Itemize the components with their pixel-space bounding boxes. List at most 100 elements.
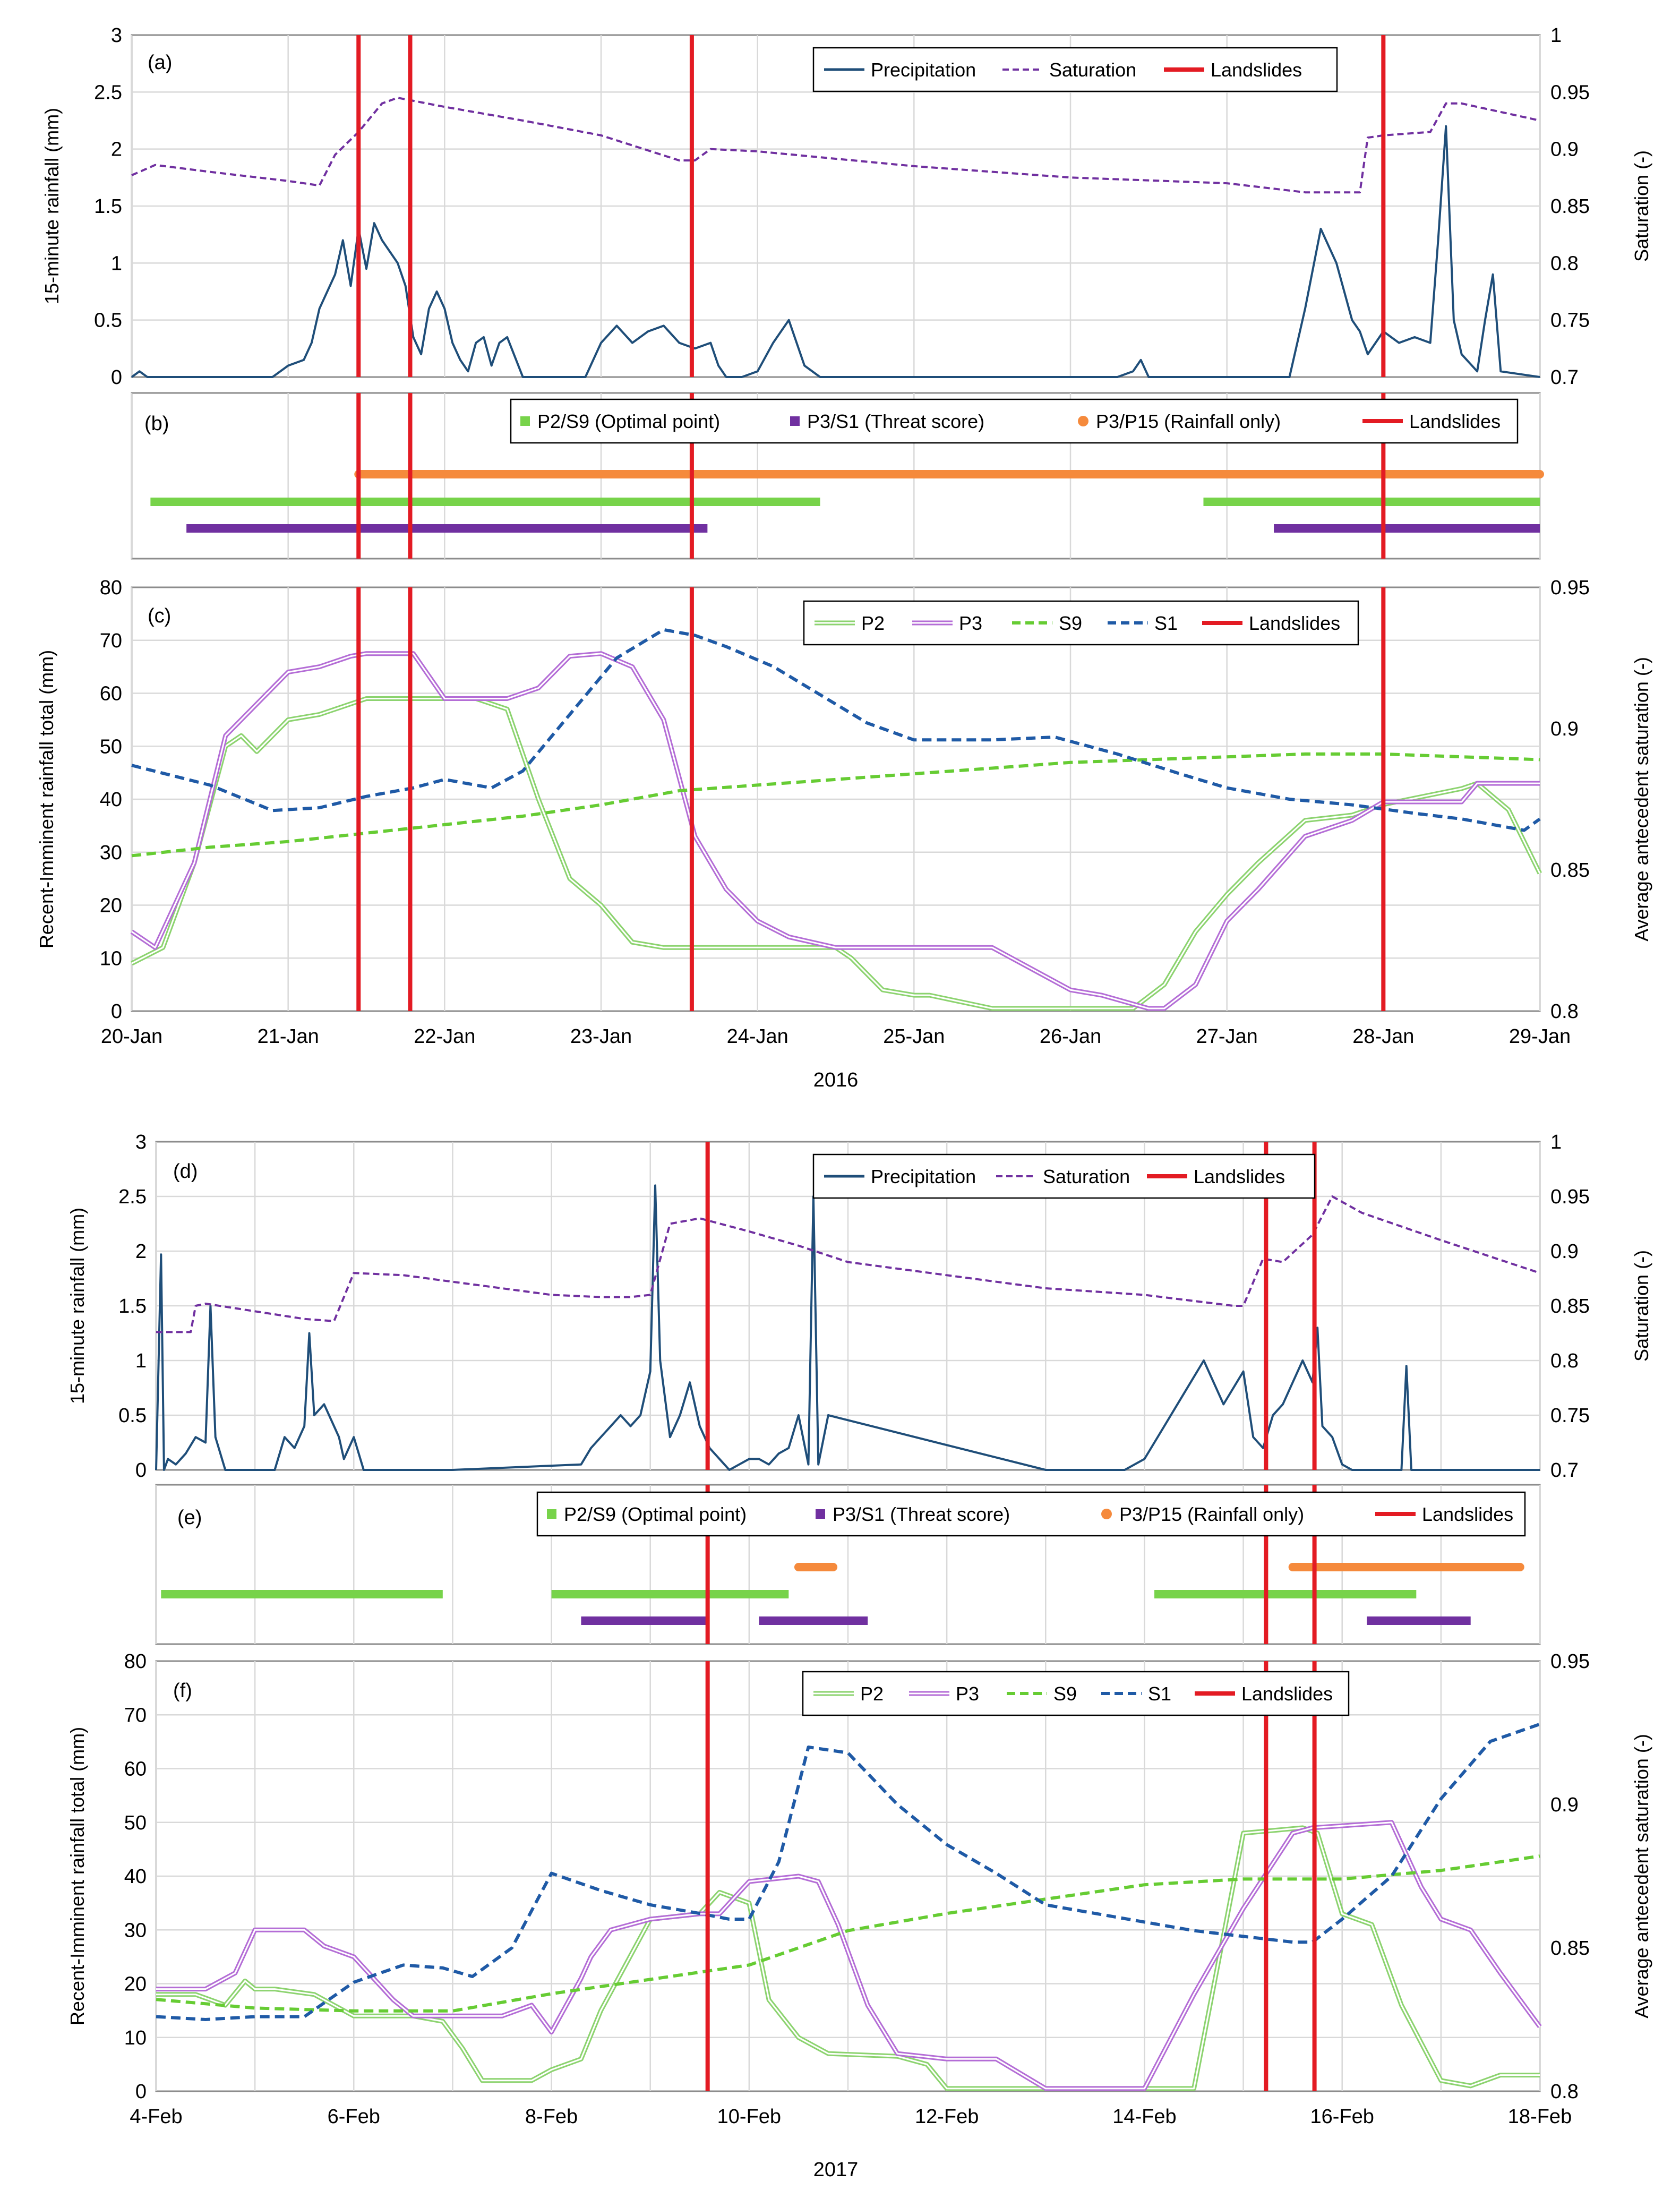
panel-f-rainfall-saturation-totals: 0 10 20 30 40 50 60 70 80 0.8 0.85 0.9 0.95 4-Feb 6-Fe…: [66, 1650, 1652, 2181]
legend-box-f: [802, 1671, 1350, 1716]
y-tick-label-c-1: 10: [100, 947, 122, 970]
y2-tick-label-c-2: 0.9: [1550, 718, 1579, 740]
y-tick-label-f-5: 50: [124, 1812, 147, 1834]
legend-p3s1-label-e: P3/S1 (Threat score): [833, 1503, 1010, 1525]
y2-tick-label-f-2: 0.9: [1550, 1794, 1579, 1816]
x-tick-label-c-1: 21-Jan: [258, 1025, 319, 1048]
legend-p3-label-f: P3: [956, 1683, 979, 1705]
panel-label-f: (f): [173, 1680, 192, 1702]
y-tick-label-a-0: 0: [111, 366, 122, 389]
y2-tick-label-d-3: 0.85: [1550, 1295, 1590, 1318]
y-tick-label-a-6: 3: [111, 24, 122, 47]
legend-f: P2 P3 S9 S1 Landslides: [802, 1671, 1350, 1716]
legend-landslide-label-b: Landslides: [1409, 410, 1501, 432]
series-line-c-s9: [131, 752, 1540, 858]
legend-p2s9-label-b: P2/S9 (Optimal point): [537, 410, 720, 432]
x-tick-label-f-3: 10-Feb: [717, 2106, 781, 2128]
y-tick-label-c-7: 70: [100, 630, 122, 652]
y-tick-label-f-6: 60: [124, 1758, 147, 1781]
y-tick-label-c-8: 80: [100, 577, 122, 599]
x-tick-label-f-4: 12-Feb: [915, 2106, 979, 2128]
x-tick-label-c-8: 28-Jan: [1352, 1025, 1414, 1048]
grid-d: 0 0.5 1 1.5 2 2.5 3 0.7 0.75 0.8 0.85 0.9 0.95 1: [118, 1131, 1590, 1482]
y-tick-label-d-5: 2.5: [118, 1186, 147, 1208]
legend-p3p15-label-e: P3/P15 (Rainfall only): [1119, 1503, 1304, 1525]
y-tick-label-d-1: 0.5: [118, 1405, 147, 1427]
y-tick-label-d-2: 1: [135, 1350, 147, 1372]
x-tick-label-c-0: 20-Jan: [101, 1025, 162, 1048]
y2-tick-label-f-0: 0.8: [1550, 2081, 1579, 2103]
y-tick-label-f-8: 80: [124, 1650, 147, 1673]
legend-box-c: [803, 600, 1359, 646]
legend-sat-label-d: Saturation: [1043, 1166, 1130, 1187]
x-tick-label-f-6: 16-Feb: [1310, 2106, 1374, 2128]
y2-tick-label-d-2: 0.8: [1550, 1350, 1579, 1372]
legend-s9-label-c: S9: [1059, 612, 1082, 634]
y-tick-label-d-3: 1.5: [118, 1295, 147, 1318]
panel-label-a: (a): [148, 52, 172, 74]
legend-landslide-label-e: Landslides: [1422, 1503, 1513, 1525]
legend-p3-label-c: P3: [959, 612, 982, 634]
legend-landslide-label-d: Landslides: [1194, 1166, 1285, 1187]
y2-tick-label-d-0: 0.7: [1550, 1459, 1579, 1482]
y2-axis-title-a: Saturation (-): [1631, 150, 1652, 262]
series-line-a-precipitation: [131, 125, 1540, 378]
legend-p2-label-f: P2: [860, 1683, 884, 1705]
y2-tick-label-a-1: 0.75: [1550, 310, 1590, 332]
legend-landslide-label-c: Landslides: [1249, 612, 1340, 634]
legend-b: P2/S9 (Optimal point) P3/S1 (Threat scor…: [510, 398, 1519, 444]
legend-p3p15-swatch-e: [1101, 1509, 1112, 1519]
legend-c: P2 P3 S9 S1 Landslides: [803, 600, 1359, 646]
x-tick-label-f-7: 18-Feb: [1508, 2106, 1572, 2128]
y-tick-label-f-1: 10: [124, 2027, 147, 2049]
grid-c: 0 10 20 30 40 50 60 70 80 0.8 0.85 0.9 0.95 20-Jan 21-…: [100, 577, 1590, 1048]
y-tick-label-a-5: 2.5: [94, 81, 122, 104]
x-tick-label-c-4: 24-Jan: [727, 1025, 788, 1048]
x-tick-label-f-1: 6-Feb: [328, 2106, 380, 2128]
y-tick-label-f-0: 0: [135, 2081, 147, 2103]
y-tick-label-c-2: 20: [100, 895, 122, 917]
y2-axis-title-c: Average antecedent saturation (-): [1631, 657, 1652, 942]
panel-e-alert-periods: (e) P2/S9 (Optimal point) P3/S1 (Threat …: [155, 1484, 1541, 1645]
y-tick-label-a-1: 0.5: [94, 310, 122, 332]
y2-axis-title-d: Saturation (-): [1631, 1250, 1652, 1362]
y-axis-title-c: Recent-Imminent rainfall total (mm): [36, 650, 57, 948]
series-line-d-saturation: [156, 1195, 1540, 1333]
x-tick-label-f-5: 14-Feb: [1112, 2106, 1176, 2128]
y-tick-label-c-4: 40: [100, 789, 122, 811]
y-axis-title-a: 15-minute rainfall (mm): [41, 108, 63, 304]
y2-tick-label-d-4: 0.9: [1550, 1241, 1579, 1263]
y-tick-label-a-4: 2: [111, 139, 122, 161]
legend-p3s1-label-b: P3/S1 (Threat score): [807, 410, 984, 432]
series-line-c-s1: [131, 628, 1541, 832]
marks-f: [156, 1661, 1542, 2091]
legend-landslide-label-a: Landslides: [1211, 59, 1302, 81]
series-line-f-s9: [156, 1854, 1540, 2013]
y2-tick-label-a-6: 1: [1550, 24, 1562, 47]
y-tick-label-d-0: 0: [135, 1459, 147, 1482]
x-tick-label-c-5: 25-Jan: [883, 1025, 945, 1048]
y2-tick-label-a-5: 0.95: [1550, 81, 1590, 104]
legend-e: P2/S9 (Optimal point) P3/S1 (Threat scor…: [536, 1491, 1526, 1537]
legend-box-e: [536, 1491, 1526, 1537]
y-axis-title-d: 15-minute rainfall (mm): [66, 1208, 88, 1404]
y2-tick-label-c-1: 0.85: [1550, 859, 1590, 882]
y-tick-label-f-3: 30: [124, 1919, 147, 1941]
legend-p2s9-swatch-b: [520, 416, 530, 426]
panel-d-precipitation-saturation: 00.511.522.530.70.750.80.850.90.951 (d) …: [66, 1131, 1652, 1482]
y-tick-label-c-0: 0: [111, 1000, 122, 1023]
x-tick-label-c-2: 22-Jan: [414, 1025, 475, 1048]
y2-tick-label-c-3: 0.95: [1550, 577, 1590, 599]
panel-b-alert-periods: (b) P2/S9 (Optimal point) P3/S1 (Threat …: [131, 392, 1544, 560]
y2-tick-label-a-3: 0.85: [1550, 195, 1590, 218]
legend-box-d: [812, 1153, 1316, 1199]
legend-a: Precipitation Saturation Landslides: [812, 47, 1338, 92]
legend-box-a: [812, 47, 1338, 92]
legend-s1-label-f: S1: [1148, 1683, 1171, 1705]
x-tick-label-f-0: 4-Feb: [130, 2106, 182, 2128]
legend-p2s9-swatch-e: [547, 1509, 556, 1519]
legend-sat-label-a: Saturation: [1049, 59, 1136, 81]
legend-box-b: [510, 398, 1519, 444]
series-line-f-s1: [156, 1722, 1540, 2021]
y2-tick-label-f-1: 0.85: [1550, 1937, 1590, 1960]
